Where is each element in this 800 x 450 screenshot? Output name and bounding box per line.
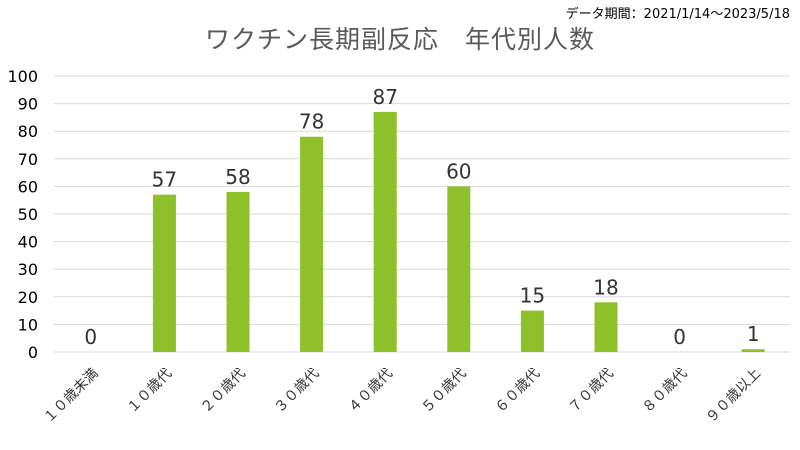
chart-title: ワクチン長期副反応 年代別人数: [204, 25, 595, 54]
x-category-label: ８０歳代: [640, 366, 691, 417]
data-label: 1: [747, 322, 760, 346]
y-tick-label: 30: [18, 260, 38, 279]
x-category-label: ９０歳以上: [703, 366, 764, 427]
y-tick-label: 60: [18, 177, 38, 196]
bar: [300, 136, 324, 352]
x-category-label: ４０歳代: [345, 366, 396, 417]
data-period-note: データ期間：2021/1/14～2023/5/18: [565, 7, 790, 22]
y-tick-label: 100: [7, 67, 38, 86]
bar: [447, 186, 471, 352]
bar: [226, 191, 250, 352]
bar: [152, 194, 176, 352]
x-category-label: ３０歳代: [272, 366, 323, 417]
data-label: 87: [372, 85, 397, 109]
y-tick-label: 20: [18, 288, 38, 307]
x-category-label: １０歳未満: [41, 366, 102, 427]
y-tick-label: 70: [18, 150, 38, 169]
data-label: 58: [225, 165, 250, 189]
bar: [373, 111, 397, 352]
y-tick-label: 10: [18, 315, 38, 334]
data-label: 78: [299, 110, 324, 134]
y-tick-label: 0: [28, 343, 38, 362]
y-tick-label: 50: [18, 205, 38, 224]
data-label: 15: [520, 284, 545, 308]
data-label: 18: [593, 275, 618, 299]
bar: [741, 349, 765, 352]
data-label: 0: [673, 325, 686, 349]
x-category-label: １０歳代: [124, 366, 175, 417]
y-tick-label: 40: [18, 233, 38, 252]
bar: [520, 310, 544, 352]
x-category-label: ５０歳代: [419, 366, 470, 417]
y-tick-label: 80: [18, 122, 38, 141]
data-label: 57: [152, 168, 177, 192]
y-tick-label: 90: [18, 95, 38, 114]
x-category-label: ６０歳代: [492, 366, 543, 417]
x-category-label: ７０歳代: [566, 366, 617, 417]
data-label: 60: [446, 159, 471, 183]
bar: [594, 302, 618, 352]
data-label: 0: [84, 325, 97, 349]
x-category-label: ２０歳代: [198, 366, 249, 417]
